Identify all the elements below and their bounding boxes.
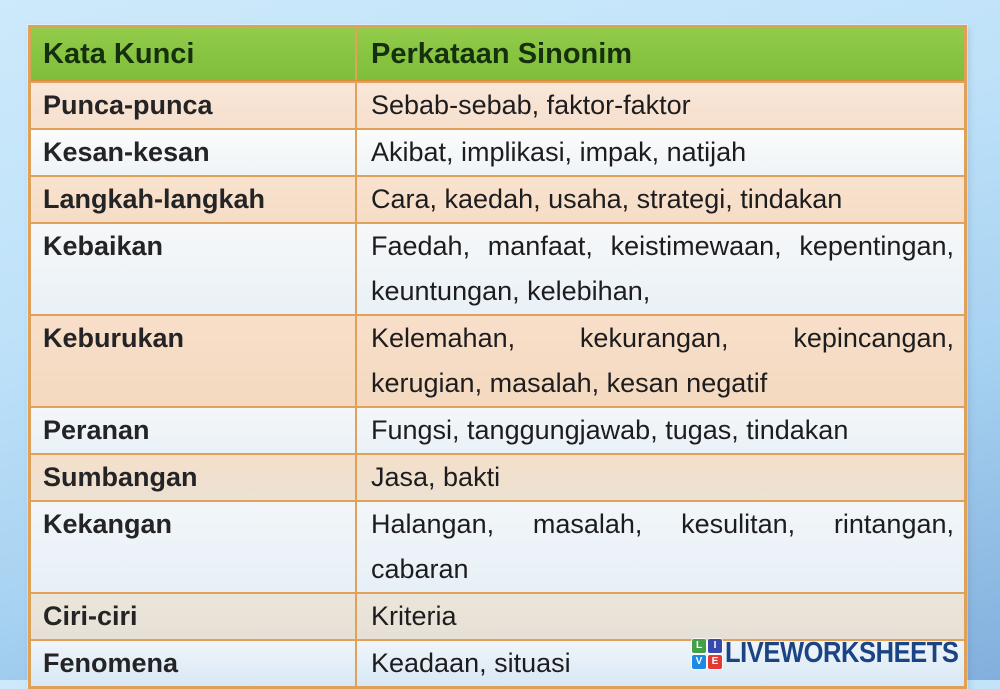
grid-letter-e: E [708, 654, 722, 669]
table-row: Sumbangan Jasa, bakti [31, 453, 964, 500]
keyword-cell: Keburukan [43, 323, 185, 353]
table-row: Langkah-langkah Cara, kaedah, usaha, str… [31, 175, 964, 222]
table-row: Fenomena Keadaan, situasi [31, 639, 964, 686]
synonym-cell: Jasa, bakti [355, 455, 964, 500]
keyword-cell: Kesan-kesan [43, 137, 210, 167]
keyword-cell: Kekangan [43, 509, 173, 539]
table-row: Keburukan Kelemahan, kekurangan, kepinca… [31, 314, 964, 406]
table-row: Kesan-kesan Akibat, implikasi, impak, na… [31, 128, 964, 175]
keyword-cell: Fenomena [43, 648, 179, 678]
liveworksheets-brand-text: LIVEWORKSHEETS [725, 637, 959, 669]
keyword-cell: Punca-punca [43, 90, 213, 120]
table-row: Peranan Fungsi, tanggungjawab, tugas, ti… [31, 406, 964, 453]
synonym-cell: Fungsi, tanggungjawab, tugas, tindakan [355, 408, 964, 453]
synonym-cell: Akibat, implikasi, impak, natijah [355, 130, 964, 175]
grid-letter-v: V [692, 654, 706, 669]
synonym-cell: Halangan, masalah, kesulitan, rintangan,… [355, 502, 964, 592]
synonym-cell: Kelemahan, kekurangan, kepincangan, keru… [355, 316, 964, 406]
keyword-cell: Peranan [43, 415, 150, 445]
header-keyword: Kata Kunci [43, 38, 195, 70]
synonym-cell: Keadaan, situasi [355, 641, 964, 686]
table-header-row: Kata Kunci Perkataan Sinonim [31, 28, 964, 81]
synonym-cell: Sebab-sebab, faktor-faktor [355, 83, 964, 128]
table-row: Kebaikan Faedah, manfaat, keistimewaan, … [31, 222, 964, 314]
grid-letter-l: L [692, 638, 706, 653]
table-row: Ciri-ciri Kriteria [31, 592, 964, 639]
synonym-cell: Faedah, manfaat, keistimewaan, kepenting… [355, 224, 964, 314]
keyword-cell: Sumbangan [43, 462, 198, 492]
table-row: Kekangan Halangan, masalah, kesulitan, r… [31, 500, 964, 592]
keyword-cell: Langkah-langkah [43, 184, 266, 214]
keyword-cell: Ciri-ciri [43, 601, 138, 631]
synonym-table: Kata Kunci Perkataan Sinonim Punca-punca… [28, 25, 967, 689]
liveworksheets-watermark[interactable]: L I V E LIVEWORKSHEETS [692, 637, 990, 670]
grid-letter-i: I [708, 638, 722, 653]
synonym-cell: Kriteria [355, 594, 964, 639]
synonym-cell: Cara, kaedah, usaha, strategi, tindakan [355, 177, 964, 222]
keyword-cell: Kebaikan [43, 231, 164, 261]
header-synonym: Perkataan Sinonim [355, 28, 964, 80]
table-row: Punca-punca Sebab-sebab, faktor-faktor [31, 81, 964, 128]
liveworksheets-grid-icon: L I V E [692, 638, 722, 669]
